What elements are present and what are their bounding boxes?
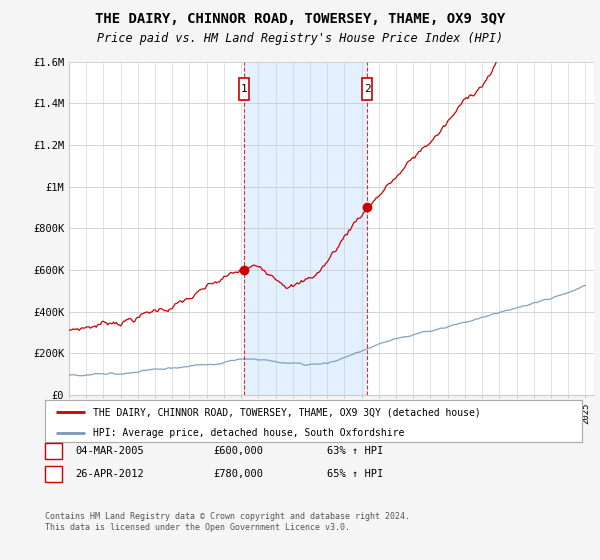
Text: £780,000: £780,000: [213, 469, 263, 479]
Bar: [244, 62, 367, 395]
Text: 63% ↑ HPI: 63% ↑ HPI: [327, 446, 383, 456]
Text: £600,000: £600,000: [213, 446, 263, 456]
Text: HPI: Average price, detached house, South Oxfordshire: HPI: Average price, detached house, Sout…: [94, 428, 405, 438]
Text: THE DAIRY, CHINNOR ROAD, TOWERSEY, THAME, OX9 3QY (detached house): THE DAIRY, CHINNOR ROAD, TOWERSEY, THAME…: [94, 407, 481, 417]
Text: 1: 1: [241, 84, 247, 94]
FancyBboxPatch shape: [239, 78, 249, 100]
Text: 26-APR-2012: 26-APR-2012: [75, 469, 144, 479]
FancyBboxPatch shape: [362, 78, 372, 100]
Text: 1: 1: [50, 446, 56, 456]
Text: 65% ↑ HPI: 65% ↑ HPI: [327, 469, 383, 479]
Text: 2: 2: [364, 84, 371, 94]
Text: Contains HM Land Registry data © Crown copyright and database right 2024.
This d: Contains HM Land Registry data © Crown c…: [45, 512, 410, 532]
Text: Price paid vs. HM Land Registry's House Price Index (HPI): Price paid vs. HM Land Registry's House …: [97, 32, 503, 45]
Text: THE DAIRY, CHINNOR ROAD, TOWERSEY, THAME, OX9 3QY: THE DAIRY, CHINNOR ROAD, TOWERSEY, THAME…: [95, 12, 505, 26]
Text: 04-MAR-2005: 04-MAR-2005: [75, 446, 144, 456]
Text: 2: 2: [50, 469, 56, 479]
